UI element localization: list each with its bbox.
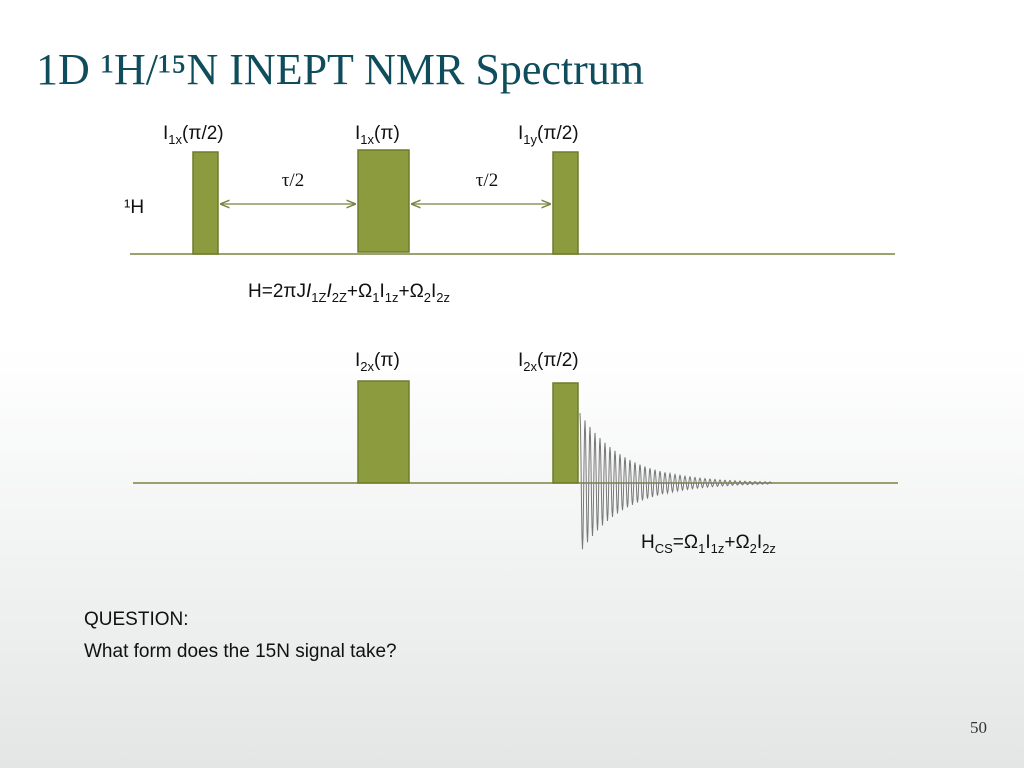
text-segment: I [306, 281, 312, 302]
text-segment: +Ω [724, 532, 749, 553]
text-segment: (π/2) [182, 123, 224, 144]
text-segment: 1z [385, 290, 399, 305]
text-segment: I [705, 532, 710, 553]
text-segment: I [355, 123, 360, 144]
pulse-label: I2x(π/2) [518, 350, 579, 374]
text-segment: 1x [360, 132, 374, 147]
delay-label: τ/2 [282, 170, 304, 191]
text-segment: I [326, 281, 332, 302]
text-segment: 2Z [332, 290, 347, 305]
text-segment: 1x [168, 132, 182, 147]
proton-label: ¹H [124, 197, 144, 218]
fid [579, 412, 773, 550]
pulse [552, 382, 579, 484]
text-segment: +Ω [398, 281, 423, 302]
text-segment: I [163, 123, 168, 144]
title: 1D ¹H/¹⁵N INEPT NMR Spectrum [36, 45, 644, 94]
text-segment: 2 [750, 541, 757, 556]
text-segment: 2z [436, 290, 450, 305]
pulse [357, 149, 410, 253]
pulse [552, 151, 579, 255]
delay-label: τ/2 [476, 170, 498, 191]
page-number: 50 [970, 718, 987, 737]
text-segment: CS [655, 541, 673, 556]
pulse-label: I1y(π/2) [518, 123, 579, 147]
pulse-label: I1x(π) [355, 123, 400, 147]
text-segment: (π/2) [537, 350, 579, 371]
text-segment: (π) [374, 350, 400, 371]
text-segment: 2 [424, 290, 431, 305]
text-segment: I [518, 350, 523, 371]
text-segment: 1Z [311, 290, 326, 305]
text-segment: (π/2) [537, 123, 579, 144]
text-segment: I [355, 350, 360, 371]
text-segment: +Ω [347, 281, 372, 302]
text-segment: I [518, 123, 523, 144]
text-segment: 1y [523, 132, 537, 147]
pulse [357, 380, 410, 484]
text-segment: I [379, 281, 384, 302]
question: What form does the 15N signal take? [84, 641, 397, 662]
hamiltonian: H=2πJI1ZI2Z+Ω1I1z+Ω2I2z [248, 281, 450, 305]
pulse [192, 151, 219, 255]
pulse-label: I2x(π) [355, 350, 400, 374]
pulse-label: I1x(π/2) [163, 123, 224, 147]
text-segment: I [757, 532, 762, 553]
text-segment: I [431, 281, 436, 302]
chemical-shift: HCS=Ω1I1z+Ω2I2z [641, 532, 776, 556]
text-segment: 1z [711, 541, 725, 556]
question: QUESTION: [84, 609, 189, 630]
text-segment: 2x [523, 359, 537, 374]
text-segment: (π) [374, 123, 400, 144]
text-segment: H=2πJ [248, 281, 306, 302]
text-segment: H [641, 532, 655, 553]
text-segment: 2x [360, 359, 374, 374]
text-segment: =Ω [673, 532, 698, 553]
text-segment: 2z [762, 541, 776, 556]
text-segment: 1 [698, 541, 705, 556]
text-segment: 1 [372, 290, 379, 305]
